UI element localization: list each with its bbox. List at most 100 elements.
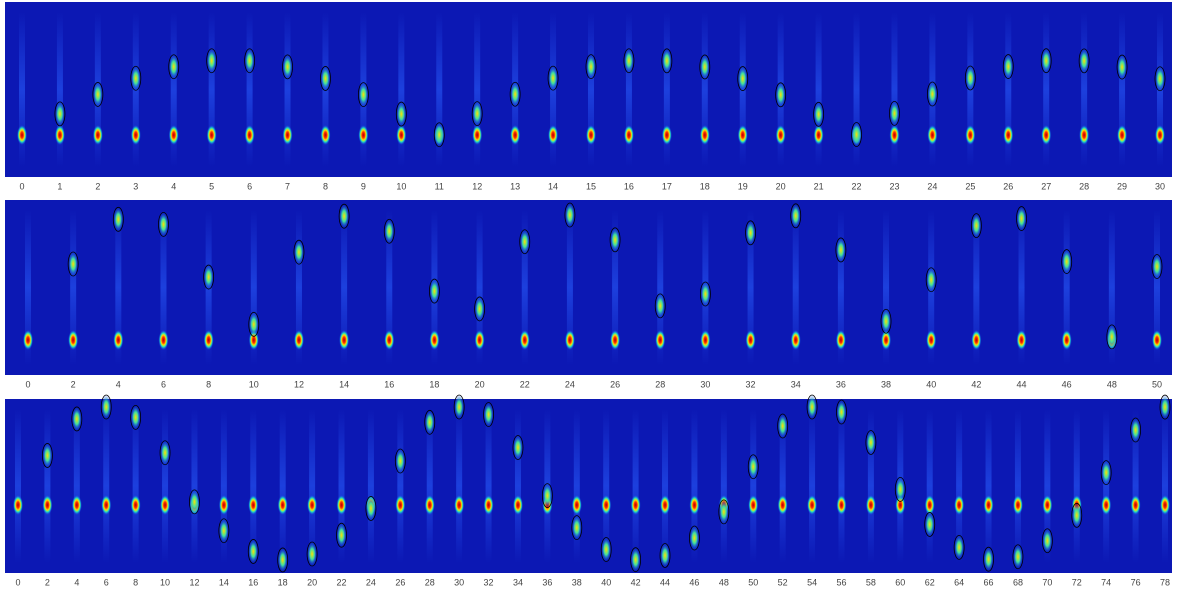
spot (1042, 495, 1053, 515)
tick-label: 76 (1131, 577, 1141, 587)
spot (775, 82, 787, 108)
spot (358, 125, 369, 145)
spot (113, 330, 124, 350)
tick-label: 10 (160, 577, 170, 587)
spot (160, 495, 171, 515)
streak (701, 12, 708, 167)
spot (68, 330, 79, 350)
spot (67, 251, 79, 277)
tick-label: 8 (133, 577, 138, 587)
tick-label: 18 (278, 577, 288, 587)
streak (566, 210, 573, 365)
spot (777, 495, 788, 515)
streak (632, 409, 639, 563)
spot (1041, 125, 1052, 145)
spot (383, 218, 395, 244)
spot (395, 495, 406, 515)
tick-label: 20 (475, 379, 485, 389)
spot (689, 495, 700, 515)
spot (747, 454, 759, 480)
spot (71, 406, 83, 432)
spot (718, 499, 730, 525)
spot (130, 495, 141, 515)
streak (1162, 409, 1168, 563)
spot (1003, 125, 1014, 145)
tick-label: 28 (425, 577, 435, 587)
spot (218, 518, 230, 544)
streak (853, 12, 860, 167)
spot (13, 495, 23, 515)
spot (338, 203, 350, 229)
tick-label: 30 (454, 577, 464, 587)
tick-label: 12 (189, 577, 199, 587)
spot (659, 543, 671, 568)
spot (384, 330, 395, 350)
spot (395, 101, 407, 127)
tick-label: 56 (836, 577, 846, 587)
spot (1016, 206, 1027, 231)
tick-label: 34 (791, 379, 801, 389)
spot (661, 48, 673, 74)
streak (663, 12, 670, 167)
tick-label: 16 (624, 181, 634, 191)
tick-label: 42 (971, 379, 981, 389)
streak (891, 12, 898, 167)
spot (293, 239, 305, 265)
streak (956, 409, 963, 563)
spot (1152, 330, 1162, 350)
tick-label: 74 (1101, 577, 1111, 587)
tick-label: 54 (807, 577, 817, 587)
tick-label: 32 (746, 379, 756, 389)
streak (720, 409, 727, 563)
spot (1160, 495, 1170, 515)
streak (657, 210, 664, 365)
spot (700, 281, 711, 307)
spot (168, 54, 180, 80)
streak (747, 210, 754, 365)
tick-label: 6 (161, 379, 166, 389)
spot (453, 394, 465, 420)
tick-label: 40 (926, 379, 936, 389)
streak (279, 409, 286, 563)
spot (600, 537, 612, 562)
spot (336, 522, 347, 548)
tick-label: 18 (700, 181, 710, 191)
streak (779, 409, 786, 563)
spot (424, 409, 436, 435)
spot (880, 308, 892, 334)
tick-label: 14 (219, 577, 229, 587)
spot (474, 296, 486, 322)
tick-label: 23 (889, 181, 899, 191)
spot (609, 227, 621, 253)
spot (1079, 125, 1090, 145)
streak (103, 409, 110, 563)
spot (586, 125, 596, 145)
streak (341, 210, 348, 365)
streak (338, 409, 345, 563)
spot (1012, 495, 1023, 515)
tick-label: 1 (57, 181, 62, 191)
streak (625, 12, 632, 167)
spot (924, 495, 935, 515)
spot (748, 495, 759, 515)
streak (985, 409, 992, 563)
spot (510, 125, 521, 145)
spot (1101, 495, 1112, 515)
tick-label: 64 (954, 577, 964, 587)
spot (1130, 417, 1141, 443)
spot (277, 495, 288, 515)
spot (1154, 66, 1166, 92)
spot (203, 330, 214, 350)
tick-label: 12 (472, 181, 482, 191)
tick-label: 15 (586, 181, 596, 191)
spot (1117, 125, 1128, 145)
spot (54, 101, 66, 127)
tick-label: 2 (71, 379, 76, 389)
tick-label: 10 (396, 181, 406, 191)
spot (835, 237, 847, 263)
spot (790, 330, 801, 350)
streak (485, 409, 492, 563)
spot (100, 394, 112, 420)
spot (203, 264, 215, 290)
spot (1155, 125, 1165, 145)
